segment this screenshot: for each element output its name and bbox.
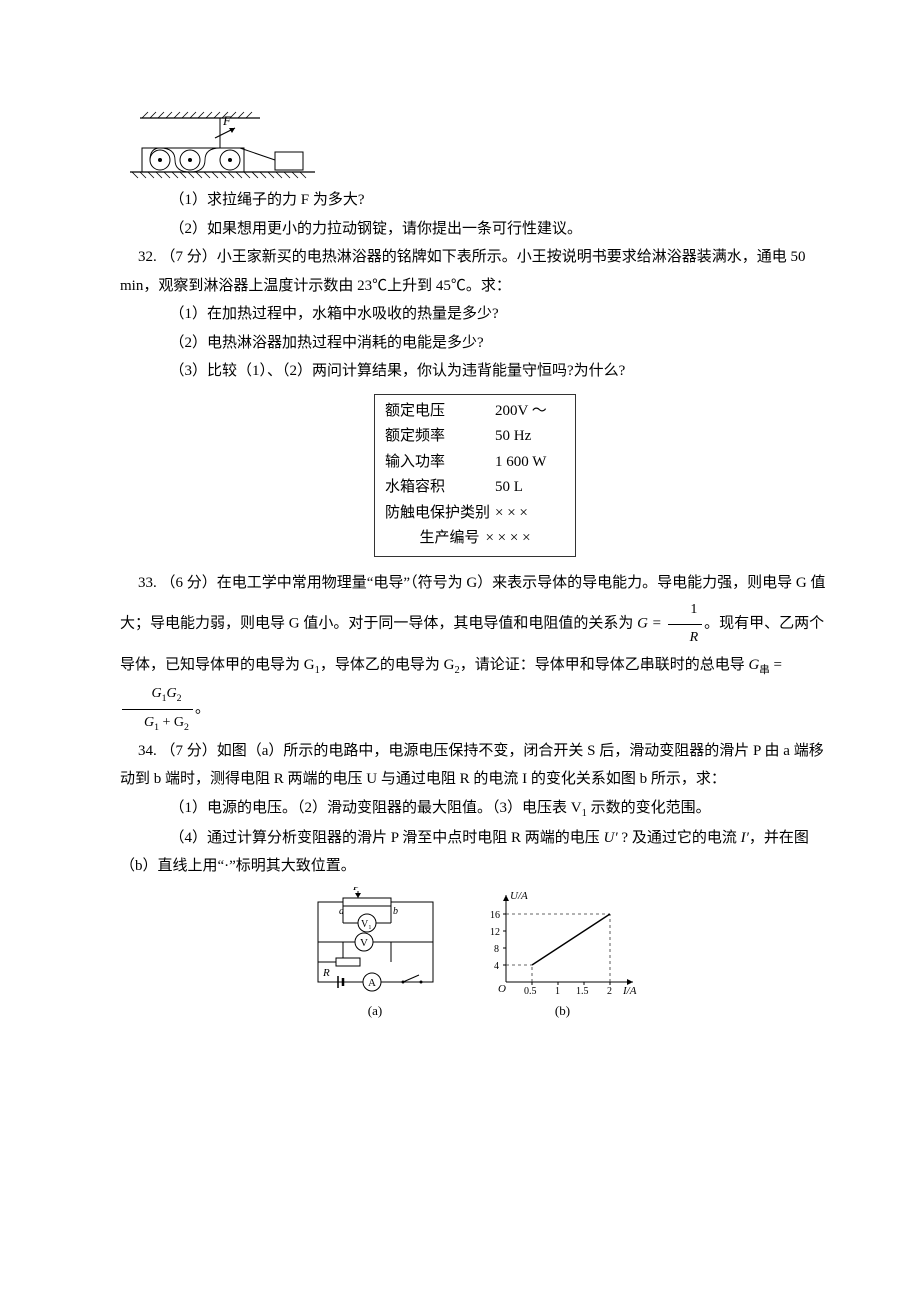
nameplate-table: 额定电压 200V ～ 额定频率 50 Hz 输入功率 1 600 W 水箱容积… [374,394,576,557]
np-label: 生产编号 [419,526,479,552]
q34-sub4: （4）通过计算分析变阻器的滑片 P 滑至中点时电阻 R 两端的电压 U′ ? 及… [120,824,830,881]
graph-figure: 4 8 12 16 0.5 1 1.5 2 O U/A I/A [478,887,648,1024]
q33-gser-sub: 串 [759,665,770,676]
nameplate-row: 水箱容积 50 L [385,475,565,501]
q33-text: 33. （6 分）在电工学中常用物理量“电导”（符号为 G）来表示导体的导电能力… [120,569,830,737]
q34-sub1: （1）电源的电压。（2）滑动变阻器的最大阻值。（3）电压表 V1 示数的变化范围… [120,794,830,824]
svg-text:I/A: I/A [622,985,637,997]
np-value: × × × [495,501,565,527]
nameplate-row: 防触电保护类别 × × × [385,501,565,527]
Uprime: U′ [604,830,618,846]
svg-text:P: P [352,887,360,893]
pulley-figure: F [120,110,830,180]
svg-text:V: V [360,937,368,949]
np-label: 额定频率 [385,424,495,450]
graph-svg: 4 8 12 16 0.5 1 1.5 2 O U/A I/A [478,887,648,997]
q33-frac2: G1G2 G1 + G2 [122,681,193,737]
q33-eq: = [770,657,782,673]
frac-den: R [668,625,703,652]
nameplate-row: 输入功率 1 600 W [385,450,565,476]
q32-sub2: （2）电热淋浴器加热过程中消耗的电能是多少? [120,329,830,358]
Iprime: I′ [741,830,749,846]
q34-p1: 34. （7 分）如图（a）所示的电路中，电源电压保持不变，闭合开关 S 后，滑… [120,737,830,794]
svg-text:V₁: V₁ [361,919,372,930]
pulley-svg: F [120,110,320,180]
np-value: 200V ～ [495,399,565,425]
nameplate-row: 额定电压 200V ～ [385,399,565,425]
np-value: 1 600 W [495,450,565,476]
svg-text:12: 12 [490,927,500,938]
q32-lead: 32. （7 分）小王家新买的电热淋浴器的铭牌如下表所示。小王按说明书要求给淋浴… [120,243,830,300]
s2: 2 [184,721,189,732]
q33-p1d: ，请论证：导体甲和导体乙串联时的总电导 [460,657,749,673]
q33-p1e: 。 [195,700,210,716]
graph-label: (b) [478,999,648,1024]
circuit-figure: P a b V₁ V R [303,887,448,1024]
svg-text:0.5: 0.5 [524,986,537,997]
q31-sub1: （1）求拉绳子的力 F 为多大? [120,186,830,215]
q34-sub1b: 示数的变化范围。 [587,800,711,816]
q34-sub4a: （4）通过计算分析变阻器的滑片 P 滑至中点时电阻 R 两端的电压 [170,830,604,846]
frac2-num: G1G2 [122,681,193,709]
np-label: 水箱容积 [385,475,495,501]
g: G [144,715,154,730]
np-value: 50 L [495,475,565,501]
q33-frac1: 1 R [668,597,703,651]
q31-sub2: （2）如果想用更小的力拉动钢锭，请你提出一条可行性建议。 [120,215,830,244]
svg-text:1: 1 [555,986,560,997]
q33-Gser: G [748,657,759,673]
svg-text:U/A: U/A [510,890,528,902]
np-label: 额定电压 [385,399,495,425]
svg-text:b: b [393,906,398,917]
q32-sub1: （1）在加热过程中，水箱中水吸收的热量是多少? [120,300,830,329]
circuit-label: (a) [303,999,448,1024]
q32-sub3: （3）比较（1）、（2）两问计算结果，你认为违背能量守恒吗?为什么? [120,357,830,386]
q34-figures: P a b V₁ V R [120,887,830,1024]
g: G [151,686,161,701]
np-label: 输入功率 [385,450,495,476]
g: G [166,686,176,701]
q33-G: G = [637,616,662,632]
frac2-den: G1 + G2 [122,710,193,737]
svg-text:A: A [368,977,376,989]
svg-text:8: 8 [494,944,499,955]
q33-p1c: ，导体乙的电导为 G [320,657,455,673]
q34-sub1a: （1）电源的电压。（2）滑动变阻器的最大阻值。（3）电压表 V [170,800,582,816]
plus: + G [159,715,184,730]
nameplate-wrapper: 额定电压 200V ～ 额定频率 50 Hz 输入功率 1 600 W 水箱容积… [120,394,830,557]
svg-text:R: R [322,967,330,979]
q34-sub4b: ? 及通过它的电流 [618,830,741,846]
svg-text:4: 4 [494,961,499,972]
np-value: 50 Hz [495,424,565,450]
s2: 2 [177,693,182,704]
svg-text:2: 2 [607,986,612,997]
svg-text:F: F [222,113,232,128]
circuit-svg: P a b V₁ V R [303,887,448,997]
nameplate-row: 生产编号 × × × × [385,526,565,552]
np-label: 防触电保护类别 [385,501,495,527]
svg-text:O: O [498,983,506,995]
svg-text:16: 16 [490,910,500,921]
frac-num: 1 [668,597,703,625]
nameplate-row: 额定频率 50 Hz [385,424,565,450]
svg-text:1.5: 1.5 [576,986,589,997]
np-value: × × × × [485,526,530,552]
